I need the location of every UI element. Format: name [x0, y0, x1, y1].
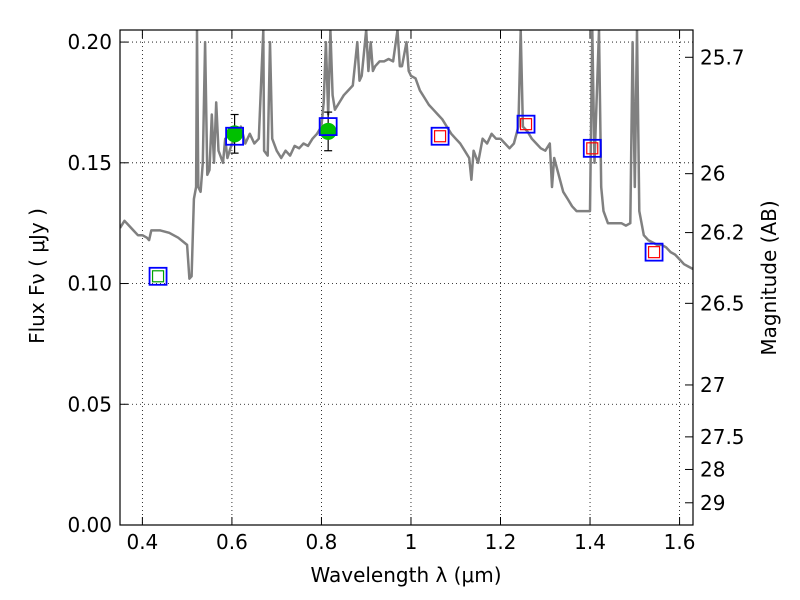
x-tick-label: 0.4 [126, 530, 158, 554]
band-marker-square [586, 142, 599, 155]
x-tick-label: 1.4 [574, 530, 606, 554]
y-tick-label: 0.15 [67, 151, 112, 175]
band-marker-square [519, 118, 533, 131]
x-axis-title: Wavelength λ (μm) [310, 563, 501, 587]
right-tick-label: 28 [700, 457, 725, 481]
series-group [120, 30, 693, 280]
model-spectrum-line [120, 30, 693, 280]
y-axis-right-title: Magnitude (AB) [757, 200, 781, 355]
y-axis-title: Flux Fν ( μJy ) [25, 208, 49, 344]
right-tick-label: 26.5 [700, 291, 745, 315]
x-tick-label: 1.2 [485, 530, 517, 554]
y-tick-label: 0.00 [67, 513, 112, 537]
grid [120, 30, 693, 526]
band-marker-square [433, 130, 447, 143]
right-tick-label: 26 [700, 162, 725, 186]
model-flux-square [582, 138, 602, 158]
band-marker-square [151, 270, 165, 283]
model-flux-square [318, 117, 338, 136]
band-marker-square [647, 246, 661, 259]
model-flux-square [148, 266, 168, 286]
x-tick-label: 0.6 [216, 530, 248, 554]
right-tick-label: 29 [700, 491, 725, 515]
model-flux-square [225, 126, 245, 146]
right-tick-label: 26.2 [700, 221, 745, 245]
observed-flux-point [319, 122, 337, 140]
series-layer [120, 30, 693, 286]
right-tick-label: 25.7 [700, 45, 745, 69]
tick-layer: 0.4 0.6 0.8 1 1.2 1.4 1.6 0.00 0.05 0.10 0.15 0.20 2… [67, 30, 745, 554]
right-tick-label: 27 [700, 373, 725, 397]
plot-frame [119, 29, 694, 526]
x-tick-label: 1.6 [664, 530, 696, 554]
x-tick-label: 0.8 [306, 530, 338, 554]
right-tick-label: 27.5 [700, 425, 745, 449]
model-flux-square [430, 126, 450, 146]
y-tick-label: 0.10 [67, 272, 112, 296]
model-flux-square [644, 242, 664, 262]
y-tick-label: 0.05 [67, 392, 112, 416]
y-tick-label: 0.20 [67, 30, 112, 54]
x-tick-label: 1 [405, 530, 418, 554]
model-flux-square [516, 114, 536, 134]
axes-frame [119, 29, 694, 526]
